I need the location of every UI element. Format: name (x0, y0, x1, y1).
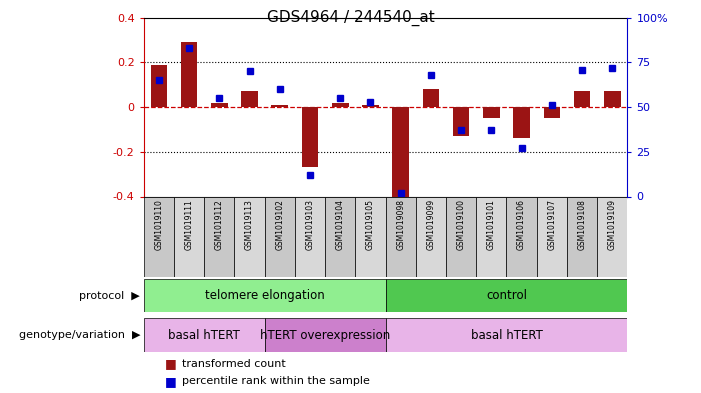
Bar (386, 196, 416, 277)
Bar (543, 107, 560, 118)
Text: transformed count: transformed count (182, 358, 286, 369)
Bar (295, 196, 325, 277)
Bar (301, 107, 318, 167)
Text: GSM1019103: GSM1019103 (306, 199, 315, 250)
Bar (264, 196, 295, 277)
Bar (597, 196, 627, 277)
Bar (144, 196, 174, 277)
Text: GSM1019113: GSM1019113 (245, 199, 254, 250)
Text: ■: ■ (165, 375, 177, 388)
Text: GSM1019102: GSM1019102 (275, 199, 284, 250)
Bar (211, 103, 228, 107)
Text: protocol  ▶: protocol ▶ (79, 291, 140, 301)
Text: GSM1019104: GSM1019104 (336, 199, 345, 250)
Text: basal hTERT: basal hTERT (168, 329, 240, 342)
Bar (453, 107, 470, 136)
Bar (325, 196, 355, 277)
Bar (506, 196, 537, 277)
Text: GSM1019106: GSM1019106 (517, 199, 526, 250)
Bar (476, 196, 506, 277)
Text: genotype/variation  ▶: genotype/variation ▶ (19, 330, 140, 340)
Bar (151, 64, 167, 107)
Bar (181, 42, 198, 107)
Bar (446, 196, 476, 277)
Bar (241, 92, 258, 107)
Text: GSM1019105: GSM1019105 (366, 199, 375, 250)
Bar (204, 196, 234, 277)
Bar (537, 196, 567, 277)
Bar (355, 196, 386, 277)
Text: GSM1019098: GSM1019098 (396, 199, 405, 250)
Bar (416, 196, 446, 277)
Text: ■: ■ (165, 357, 177, 370)
Text: GSM1019109: GSM1019109 (608, 199, 617, 250)
Bar (265, 318, 386, 352)
Text: percentile rank within the sample: percentile rank within the sample (182, 376, 370, 386)
Bar (483, 107, 500, 118)
Bar (423, 89, 440, 107)
Text: hTERT overexpression: hTERT overexpression (260, 329, 390, 342)
Text: GSM1019111: GSM1019111 (184, 199, 193, 250)
Bar (386, 279, 627, 312)
Bar (362, 105, 379, 107)
Text: GSM1019110: GSM1019110 (154, 199, 163, 250)
Bar (513, 107, 530, 138)
Text: GSM1019101: GSM1019101 (487, 199, 496, 250)
Bar (604, 92, 620, 107)
Text: GSM1019108: GSM1019108 (578, 199, 587, 250)
Text: GSM1019107: GSM1019107 (547, 199, 557, 250)
Bar (332, 103, 348, 107)
Text: telomere elongation: telomere elongation (205, 289, 325, 302)
Bar (567, 196, 597, 277)
Text: basal hTERT: basal hTERT (470, 329, 543, 342)
Text: GSM1019112: GSM1019112 (215, 199, 224, 250)
Bar (573, 92, 590, 107)
Bar (144, 318, 265, 352)
Bar (271, 105, 288, 107)
Text: GSM1019100: GSM1019100 (456, 199, 465, 250)
Bar (393, 107, 409, 196)
Text: GSM1019099: GSM1019099 (426, 199, 435, 250)
Bar (386, 318, 627, 352)
Text: control: control (486, 289, 527, 302)
Bar (234, 196, 264, 277)
Bar (144, 279, 386, 312)
Bar (174, 196, 204, 277)
Text: GDS4964 / 244540_at: GDS4964 / 244540_at (266, 10, 435, 26)
